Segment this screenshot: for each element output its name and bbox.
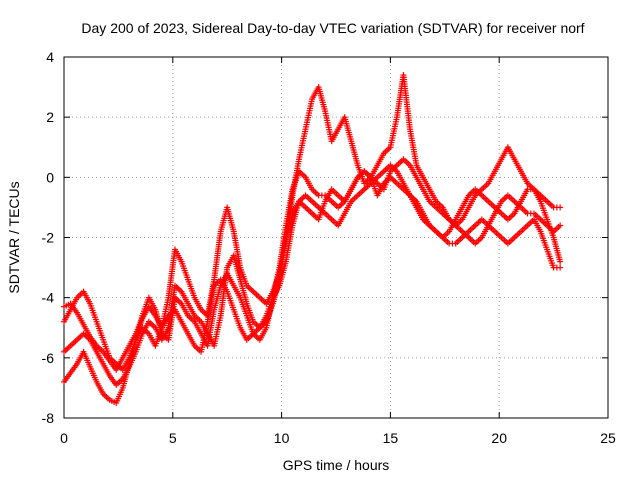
data-points <box>61 72 564 406</box>
data-point <box>557 222 564 229</box>
x-tick-label: 0 <box>60 430 68 446</box>
y-tick-label: 4 <box>46 49 54 65</box>
y-axis-title: SDTVAR / TECUs <box>6 181 22 293</box>
x-tick-label: 15 <box>383 430 399 446</box>
x-tick-labels: 0 5 10 15 20 25 <box>60 430 616 446</box>
y-tick-label: -4 <box>42 290 55 306</box>
chart-title: Day 200 of 2023, Sidereal Day-to-day VTE… <box>81 20 584 36</box>
data-point <box>557 204 564 211</box>
y-tick-label: -6 <box>42 350 55 366</box>
x-tick-label: 20 <box>491 430 507 446</box>
x-axis-title: GPS time / hours <box>283 457 390 473</box>
y-tick-labels: -8 -6 -4 -2 0 2 4 <box>42 49 55 426</box>
x-tick-label: 5 <box>169 430 177 446</box>
y-tick-label: -8 <box>42 410 55 426</box>
data-point <box>557 258 564 265</box>
y-tick-label: 2 <box>46 109 54 125</box>
y-tick-label: -2 <box>42 230 55 246</box>
x-tick-label: 25 <box>600 430 616 446</box>
data-point <box>557 264 564 271</box>
grid <box>64 57 608 418</box>
x-tick-label: 10 <box>274 430 290 446</box>
axis-ticks <box>63 56 609 419</box>
y-tick-label: 0 <box>46 169 54 185</box>
